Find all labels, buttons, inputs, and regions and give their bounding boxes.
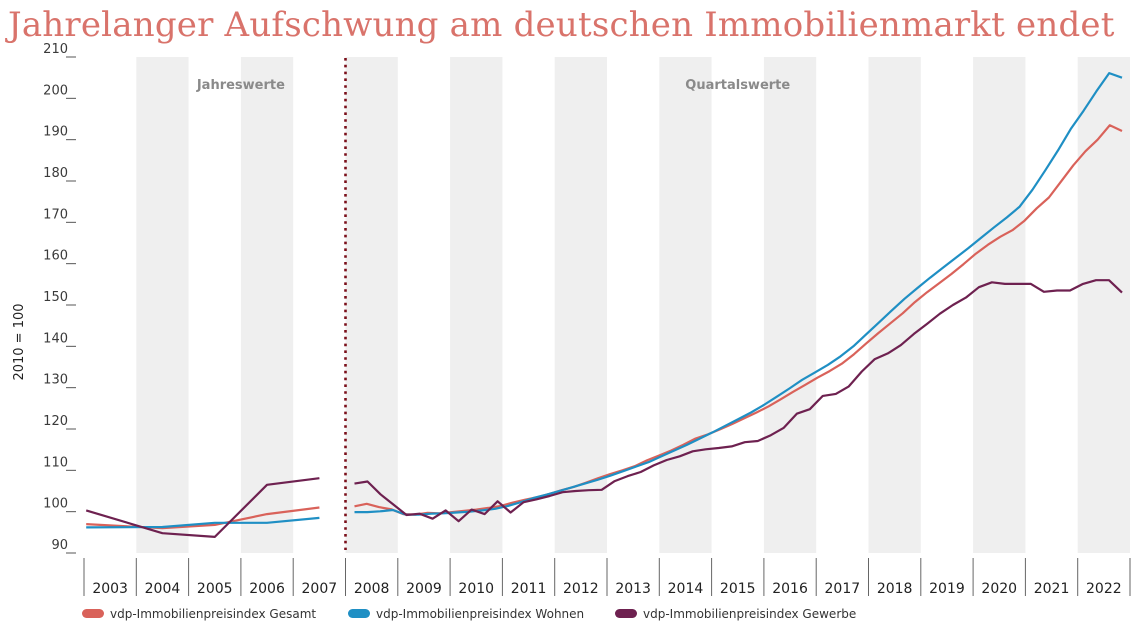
x-tick-label: 2020 [981, 581, 1017, 597]
y-tick-label: 200 [43, 83, 68, 98]
year-band-2010 [450, 57, 503, 553]
x-tick-label: 2008 [354, 581, 390, 597]
x-axis: 2003 2004 2005 2006 2007 2008 2009 2010 2011 2012… [83, 558, 1131, 597]
y-axis-ticks: 90 100 110 120 130 140 150 160 170 180 190 200 210 [43, 42, 76, 554]
series-0-quarterly-line [354, 124, 1123, 516]
segment-label-1: Quartalswerte [685, 78, 790, 93]
y-tick-label: 140 [43, 331, 68, 346]
year-band-2012 [554, 57, 607, 553]
x-tick-label: 2007 [302, 581, 338, 597]
x-tick-label: 2013 [615, 581, 651, 597]
legend: vdp-Immobilienpreisindex Gesamt vdp-Immob… [82, 607, 856, 621]
y-tick-label: 210 [43, 42, 68, 57]
x-tick-label: 2012 [563, 581, 599, 597]
x-tick-label: 2011 [511, 581, 547, 597]
legend-label: vdp-Immobilienpreisindex Gewerbe [643, 607, 856, 621]
x-tick-label: 2003 [92, 581, 128, 597]
x-tick-label: 2017 [825, 581, 861, 597]
y-axis-label: 2010 = 100 [12, 303, 27, 380]
y-tick-label: 120 [43, 414, 68, 429]
year-band-2016 [763, 57, 817, 553]
x-tick-label: 2018 [877, 581, 913, 597]
legend-swatch [348, 609, 370, 618]
x-tick-label: 2006 [249, 581, 285, 597]
y-tick-label: 180 [43, 166, 68, 181]
series-2-quarterly-line [354, 279, 1123, 523]
y-axis-title: 2010 = 100 [12, 303, 27, 380]
series-1-annual-line [86, 516, 320, 529]
y-tick-label: 110 [43, 455, 68, 470]
x-tick-label: 2016 [772, 581, 808, 597]
x-tick-label: 2014 [668, 581, 704, 597]
x-tick-label: 2015 [720, 581, 756, 597]
year-band-2022 [1077, 57, 1130, 553]
series-lines [85, 72, 1123, 538]
x-tick-label: 2005 [197, 581, 233, 597]
series-1-quarterly-line [354, 72, 1123, 516]
y-tick-label: 190 [43, 125, 68, 140]
x-tick-label: 2010 [458, 581, 494, 597]
x-tick-label: 2009 [406, 581, 442, 597]
x-tick-label: 2021 [1034, 581, 1070, 597]
y-tick-label: 170 [43, 207, 68, 222]
y-tick-label: 160 [43, 249, 68, 264]
y-tick-label: 150 [43, 290, 68, 305]
legend-swatch [82, 609, 104, 618]
year-bands [136, 57, 1130, 553]
legend-label: vdp-Immobilienpreisindex Wohnen [376, 607, 584, 621]
year-band-2008 [345, 57, 398, 553]
year-band-2004 [136, 57, 189, 553]
y-tick-label: 130 [43, 373, 68, 388]
y-tick-label: 90 [51, 538, 68, 553]
segment-label-0: Jahreswerte [196, 78, 285, 93]
series-2-annual-line [85, 477, 320, 538]
x-tick-label: 2019 [929, 581, 965, 597]
year-band-2014 [659, 57, 712, 553]
year-band-2006 [240, 57, 294, 553]
legend-label: vdp-Immobilienpreisindex Gesamt [110, 607, 316, 621]
x-tick-label: 2022 [1086, 581, 1122, 597]
year-band-2020 [973, 57, 1026, 553]
y-tick-label: 100 [43, 497, 68, 512]
x-tick-label: 2004 [145, 581, 181, 597]
chart-title: Jahrelanger Aufschwung am deutschen Immo… [8, 5, 1115, 45]
legend-swatch [615, 609, 637, 618]
segment-labels: Jahreswerte Quartalswerte [196, 78, 791, 93]
